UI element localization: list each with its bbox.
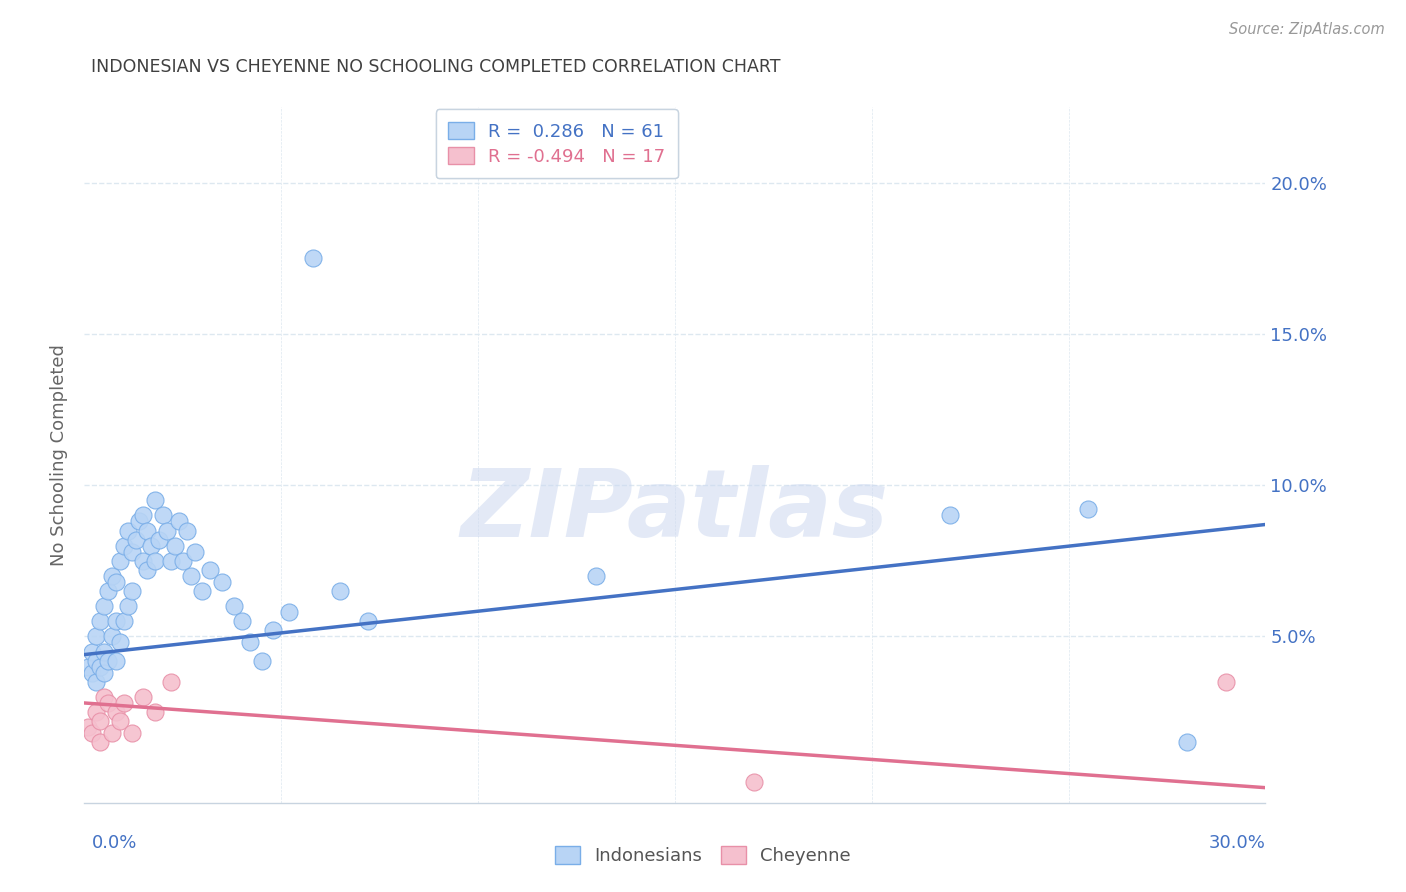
Point bbox=[101, 569, 124, 583]
Point bbox=[143, 493, 166, 508]
Point bbox=[278, 605, 301, 619]
Point bbox=[132, 690, 155, 704]
Point bbox=[112, 615, 135, 629]
Point bbox=[1215, 674, 1237, 689]
Point bbox=[117, 599, 139, 614]
Point bbox=[84, 629, 107, 643]
Point bbox=[152, 508, 174, 523]
Point bbox=[143, 554, 166, 568]
Point bbox=[742, 774, 765, 789]
Point bbox=[121, 726, 143, 740]
Point bbox=[124, 533, 146, 547]
Point bbox=[180, 569, 202, 583]
Text: ZIPatlas: ZIPatlas bbox=[461, 465, 889, 557]
Point bbox=[143, 705, 166, 719]
Point bbox=[97, 696, 120, 710]
Legend: Indonesians, Cheyenne: Indonesians, Cheyenne bbox=[546, 838, 860, 874]
Point bbox=[104, 574, 127, 589]
Point bbox=[97, 584, 120, 599]
Text: INDONESIAN VS CHEYENNE NO SCHOOLING COMPLETED CORRELATION CHART: INDONESIAN VS CHEYENNE NO SCHOOLING COMP… bbox=[91, 58, 780, 76]
Point bbox=[231, 615, 253, 629]
Point bbox=[167, 515, 190, 529]
Point bbox=[156, 524, 179, 538]
Point bbox=[117, 524, 139, 538]
Point bbox=[112, 539, 135, 553]
Text: 0.0%: 0.0% bbox=[91, 834, 136, 852]
Point bbox=[104, 705, 127, 719]
Point bbox=[160, 674, 183, 689]
Legend: R =  0.286   N = 61, R = -0.494   N = 17: R = 0.286 N = 61, R = -0.494 N = 17 bbox=[436, 109, 678, 178]
Point bbox=[89, 615, 111, 629]
Point bbox=[200, 563, 222, 577]
Point bbox=[104, 654, 127, 668]
Point bbox=[121, 545, 143, 559]
Point bbox=[176, 524, 198, 538]
Point bbox=[108, 635, 131, 649]
Point bbox=[141, 539, 163, 553]
Point bbox=[211, 574, 233, 589]
Point bbox=[132, 554, 155, 568]
Point bbox=[112, 696, 135, 710]
Point bbox=[160, 554, 183, 568]
Point bbox=[108, 714, 131, 728]
Point bbox=[77, 720, 100, 734]
Point bbox=[191, 584, 214, 599]
Y-axis label: No Schooling Completed: No Schooling Completed bbox=[51, 344, 69, 566]
Point bbox=[82, 665, 104, 680]
Text: 30.0%: 30.0% bbox=[1209, 834, 1265, 852]
Point bbox=[93, 599, 115, 614]
Point bbox=[84, 654, 107, 668]
Point bbox=[93, 690, 115, 704]
Point bbox=[77, 659, 100, 673]
Point bbox=[84, 674, 107, 689]
Point bbox=[104, 615, 127, 629]
Point bbox=[101, 726, 124, 740]
Point bbox=[239, 635, 262, 649]
Point bbox=[222, 599, 245, 614]
Point bbox=[128, 515, 150, 529]
Point bbox=[93, 665, 115, 680]
Point bbox=[82, 726, 104, 740]
Point bbox=[108, 554, 131, 568]
Point bbox=[101, 629, 124, 643]
Text: Source: ZipAtlas.com: Source: ZipAtlas.com bbox=[1229, 22, 1385, 37]
Point bbox=[136, 563, 159, 577]
Point bbox=[84, 705, 107, 719]
Point bbox=[136, 524, 159, 538]
Point bbox=[89, 735, 111, 749]
Point bbox=[148, 533, 170, 547]
Point bbox=[1077, 502, 1099, 516]
Point bbox=[93, 644, 115, 658]
Point bbox=[121, 584, 143, 599]
Point bbox=[82, 644, 104, 658]
Point bbox=[97, 654, 120, 668]
Point bbox=[329, 584, 352, 599]
Point bbox=[172, 554, 194, 568]
Point bbox=[262, 624, 284, 638]
Point bbox=[1175, 735, 1198, 749]
Point bbox=[301, 252, 323, 266]
Point bbox=[89, 659, 111, 673]
Point bbox=[585, 569, 607, 583]
Point bbox=[89, 714, 111, 728]
Point bbox=[939, 508, 962, 523]
Point bbox=[250, 654, 273, 668]
Point bbox=[183, 545, 205, 559]
Point bbox=[163, 539, 186, 553]
Point bbox=[357, 615, 380, 629]
Point bbox=[132, 508, 155, 523]
